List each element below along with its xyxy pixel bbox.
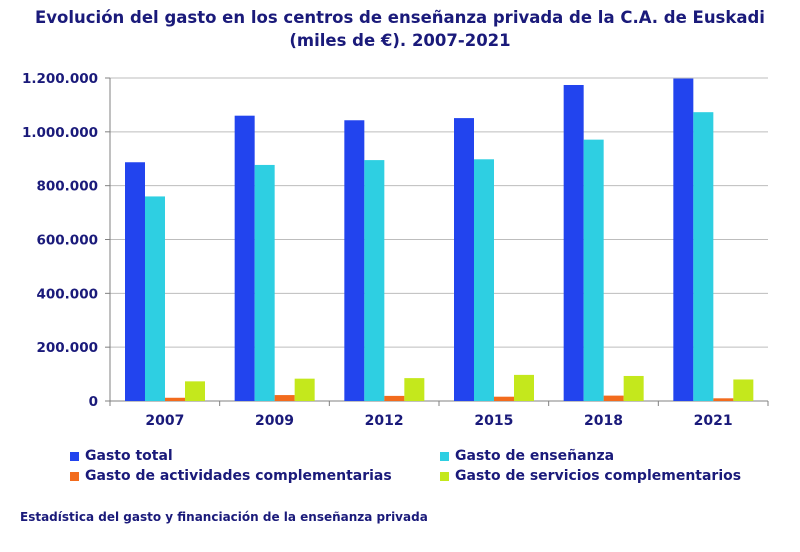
- bar: [294, 378, 315, 401]
- bar: [254, 164, 275, 401]
- y-tick-label: 800.000: [37, 179, 99, 195]
- legend-swatch: [70, 451, 79, 461]
- y-tick-label: 1.200.000: [22, 71, 98, 87]
- y-tick-label: 400.000: [37, 286, 99, 302]
- legend-label: Gasto de actividades complementarias: [85, 468, 392, 484]
- bar: [623, 375, 644, 401]
- bar: [563, 84, 584, 401]
- bar: [733, 379, 754, 401]
- bar: [603, 395, 624, 401]
- y-tick-label: 1.000.000: [22, 125, 98, 141]
- bar: [454, 118, 474, 401]
- x-tick-label: 2015: [474, 413, 513, 429]
- y-tick-label: 600.000: [37, 233, 99, 249]
- bar: [693, 112, 714, 401]
- legend-label: Gasto total: [85, 448, 173, 464]
- bar: [125, 162, 145, 401]
- legend-item-gasto-servicios: Gasto de servicios complementarios: [440, 468, 741, 484]
- legend-swatch: [440, 451, 449, 461]
- bar: [145, 196, 165, 401]
- x-tick-label: 2018: [584, 413, 623, 429]
- bar: [514, 374, 534, 401]
- legend-label: Gasto de enseñanza: [455, 448, 615, 464]
- legend-swatch: [440, 471, 449, 481]
- bar: [364, 160, 385, 401]
- bar: [185, 381, 205, 401]
- chart-title: Evolución del gasto en los centros de en…: [0, 6, 800, 52]
- legend-item-gasto-ensenanza: Gasto de enseñanza: [440, 448, 614, 464]
- legend-swatch: [70, 471, 79, 481]
- bar: [474, 159, 494, 401]
- legend-item-gasto-total: Gasto total: [70, 448, 173, 464]
- bar: [344, 120, 365, 402]
- bar: [384, 395, 405, 401]
- chart-title-line1: Evolución del gasto en los centros de en…: [35, 8, 765, 27]
- y-tick-label: 200.000: [37, 340, 99, 356]
- legend-label: Gasto de servicios complementarios: [455, 468, 742, 484]
- chart-title-line2: (miles de €). 2007-2021: [289, 31, 511, 50]
- bar: [673, 78, 694, 401]
- bar: [165, 397, 185, 401]
- source-note: Estadística del gasto y financiación de …: [20, 510, 428, 524]
- legend-item-gasto-actividades: Gasto de actividades complementarias: [70, 468, 392, 484]
- bar: [583, 139, 604, 401]
- bar: [494, 396, 514, 401]
- y-tick-label: 0: [89, 394, 98, 410]
- x-tick-label: 2021: [694, 413, 733, 429]
- x-tick-label: 2007: [145, 413, 184, 429]
- x-tick-label: 2009: [255, 413, 294, 429]
- bar: [274, 395, 295, 401]
- x-tick-label: 2012: [365, 413, 404, 429]
- bar: [234, 115, 255, 401]
- bar: [404, 378, 425, 401]
- bar: [713, 398, 734, 401]
